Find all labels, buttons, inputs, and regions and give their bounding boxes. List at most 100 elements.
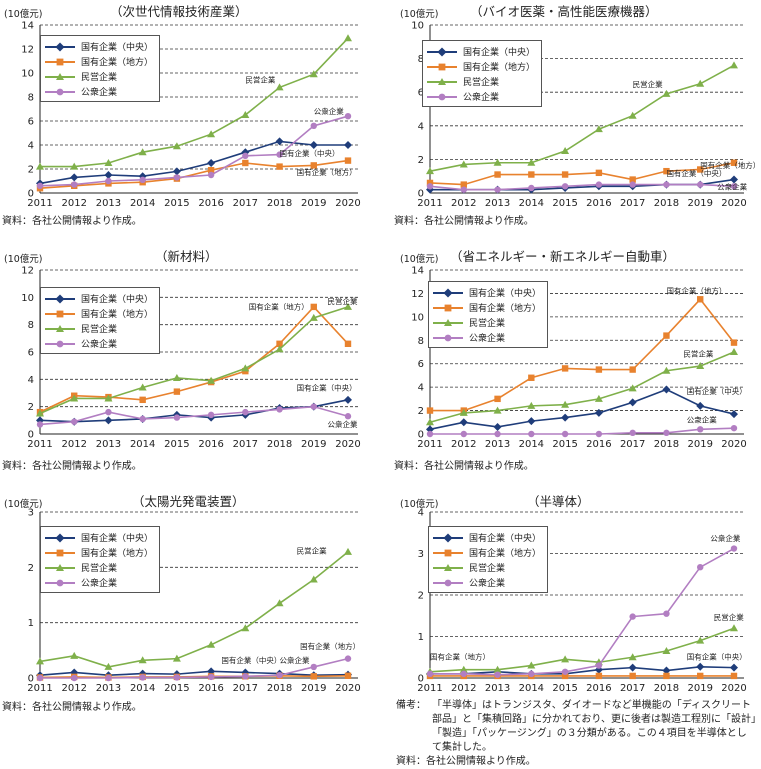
y-tick-label: 6 [418,359,424,370]
x-tick-label: 2020 [721,439,746,450]
y-tick-label: 0 [28,189,34,200]
data-point [594,394,603,402]
series-private [426,61,738,175]
legend-entry: 国有企業（中央） [45,530,153,545]
series-annotation: 公衆企業 [687,414,717,424]
x-tick-label: 2020 [721,198,746,209]
y-tick-label: 2 [418,155,424,166]
data-point [697,296,704,303]
legend-entry: 国有企業（地方） [433,545,541,560]
data-point [426,179,434,187]
y-tick-label: 2 [28,402,34,413]
x-tick-label: 2014 [130,683,155,694]
data-point [344,34,352,42]
data-point [528,374,535,381]
data-point [696,362,705,370]
data-point [310,673,317,680]
data-point [104,159,113,166]
data-point [494,171,501,178]
x-tick-label: 2017 [233,198,258,209]
data-point [696,636,705,644]
legend-entry: 国有企業（中央） [45,291,153,306]
x-tick-label: 2013 [96,198,121,209]
legend-label: 国有企業（地方） [81,310,154,320]
x-tick-label: 2013 [96,439,121,450]
source-note: 資料：各社公開情報より作成。 [2,461,142,472]
data-point [36,657,44,665]
x-tick-label: 2015 [164,198,189,209]
legend-label: 民営企業 [463,78,500,88]
chart-panel-semiconductor: (10億元) （半導体） 0 1 2 3 4 2011 2012 2013 2014 2015 20… [392,490,761,700]
data-point [561,668,569,675]
data-point [527,661,536,669]
series-annotation: 国有企業（中央） [280,148,340,158]
data-point [344,547,352,555]
source-note: 資料：各社公開情報より作成。 [394,461,534,472]
data-point [663,332,670,339]
data-point [527,158,536,166]
x-tick-label: 2012 [61,683,86,694]
data-point [561,183,569,190]
series-private [426,348,738,426]
data-point [629,429,636,437]
x-tick-label: 2012 [61,439,86,450]
data-point [459,408,468,416]
series-annotation: 国有企業（地方） [300,641,360,651]
unit-label: (10億元) [4,254,43,265]
data-point [173,674,181,681]
y-tick-label: 0 [28,674,34,685]
x-tick-label: 2016 [198,683,223,694]
legend: 国有企業（中央） 国有企業（地方） 民営企業 公衆企業 [40,526,161,593]
series-line [430,298,735,412]
data-point [207,376,216,384]
legend-entry: 民営企業 [427,74,535,89]
data-point [561,655,570,663]
data-point [662,385,671,394]
y-tick-label: 8 [28,320,34,331]
data-point [459,160,468,168]
legend-swatch [45,87,75,97]
y-tick-label: 2 [418,406,424,417]
note-text: 「半導体」はトランジスタ、ダイオードなど単機能の「ディスクリート部品」と「集積回… [432,700,756,753]
legend-swatch [433,287,463,298]
data-point [242,673,249,680]
data-point [207,411,215,419]
data-point [663,181,670,188]
data-point [730,424,738,432]
data-point [36,409,44,417]
x-tick-label: 2020 [335,439,360,450]
data-point [528,670,535,678]
legend-swatch [433,303,463,313]
data-point [241,111,250,118]
series-central [36,137,352,188]
chart-title: （太陽光発電装置） [132,494,245,509]
legend-entry: 民営企業 [45,560,153,575]
data-point [275,345,284,353]
data-point [494,395,501,403]
series-local [426,159,738,188]
y-tick-label: 12 [21,266,34,277]
series-annotation: 国有企業（中央） [687,386,747,396]
data-point [561,171,569,178]
x-tick-label: 2012 [61,198,86,209]
data-point [697,181,704,188]
y-tick-label: 2 [28,165,34,176]
data-point [528,430,535,438]
data-point [104,662,113,670]
data-point [595,181,603,188]
chart-title: （バイオ医薬・高性能医療機器） [470,4,658,19]
legend-label: 民営企業 [81,564,118,574]
data-point [730,410,738,419]
data-point [426,425,434,434]
series-line [39,140,348,185]
legend-label: 民営企業 [81,73,118,83]
legend-swatch [45,578,75,588]
y-tick-label: 6 [28,117,34,128]
y-tick-label: 10 [21,293,34,304]
legend-swatch [45,41,75,52]
data-point [36,162,44,170]
series-annotation: 国有企業（中央） [297,382,357,392]
x-tick-label: 2013 [485,683,510,694]
data-point [276,340,283,347]
x-tick-label: 2017 [233,683,258,694]
